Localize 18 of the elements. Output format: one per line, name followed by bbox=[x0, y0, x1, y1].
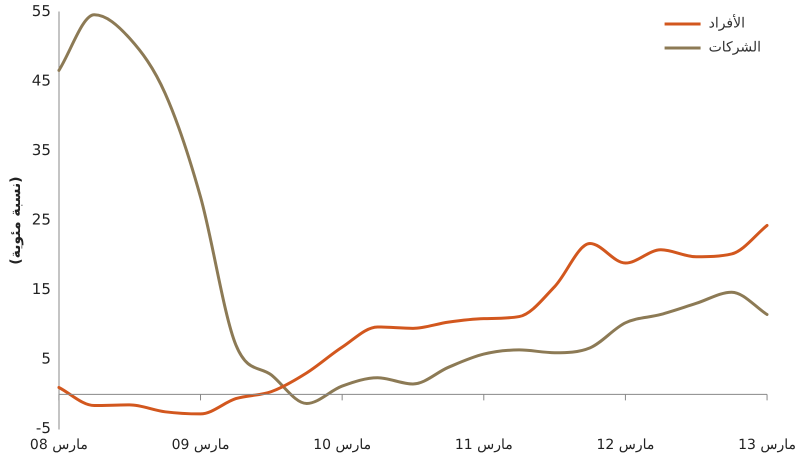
x-tick-label: مارس 09 bbox=[172, 437, 230, 454]
legend-label: الشركات bbox=[708, 40, 762, 56]
legend-label: الأفراد bbox=[708, 14, 745, 32]
y-axis-title: (نسبة مئوية) bbox=[8, 176, 24, 265]
x-tick-label: مارس 13 bbox=[738, 437, 796, 454]
x-tick-label: مارس 12 bbox=[596, 437, 654, 454]
y-tick-label: 25 bbox=[32, 210, 51, 228]
y-tick-label: 35 bbox=[32, 140, 51, 159]
x-tick-label: مارس 08 bbox=[30, 437, 88, 454]
y-tick-label: 15 bbox=[32, 280, 51, 298]
line-series bbox=[57, 13, 769, 405]
y-tick-label: 45 bbox=[32, 71, 51, 90]
x-tick-label: مارس 11 bbox=[454, 437, 513, 454]
x-tick-label: مارس 10 bbox=[313, 437, 372, 454]
y-tick-label: 55 bbox=[32, 2, 51, 20]
y-tick-label: -5 bbox=[36, 419, 51, 438]
line-series bbox=[57, 224, 769, 416]
y-tick-label: 5 bbox=[41, 350, 51, 368]
